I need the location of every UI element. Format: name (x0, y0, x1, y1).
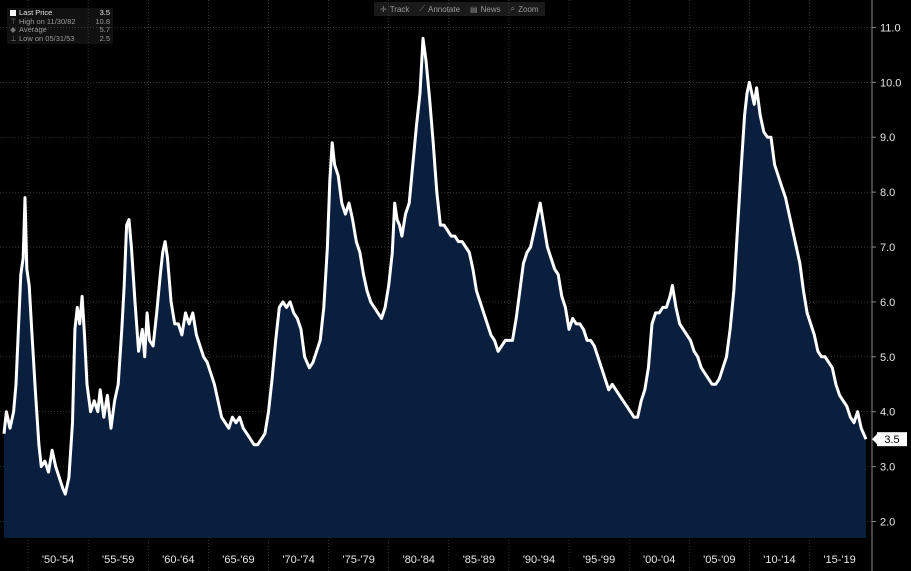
x-tick-label-6: '80-'84 (403, 554, 435, 566)
y-tick-label-2: 4.0 (880, 407, 895, 419)
legend-last-price[interactable]: Last Price 3.5 (10, 8, 110, 18)
x-tick-label-10: '00-'04 (643, 554, 675, 566)
track-button[interactable]: ✛ Track (380, 5, 409, 14)
news-label: News (480, 4, 501, 14)
series-swatch-icon (10, 10, 16, 17)
y-tick-label-6: 8.0 (880, 187, 895, 199)
x-axis: '50-'54 '55-'59 '60-'64 '65-'69 '70-'74 '75-'… (42, 554, 856, 566)
average-marker-icon: ◆ (10, 25, 16, 35)
x-tick-label-1: '55-'59 (102, 554, 134, 566)
x-tick-label-12: '10-'14 (763, 554, 795, 566)
y-tick-label-5: 7.0 (880, 242, 895, 254)
x-tick-label-3: '65-'69 (222, 554, 254, 566)
chart-legend: Last Price 3.5 ⊤ High on 11/30/82 10.8 ◆ A… (7, 8, 113, 45)
legend-avg-value: 5.7 (99, 25, 110, 35)
legend-high-label: High on 11/30/82 (19, 16, 76, 26)
news-button[interactable]: ▤ News (470, 5, 501, 14)
x-tick-label-2: '60-'64 (162, 554, 194, 566)
y-tick-label-0: 2.0 (880, 517, 895, 529)
zoom-icon: ⌕ (510, 4, 516, 13)
x-tick-label-0: '50-'54 (42, 554, 74, 566)
last-price-pointer (872, 434, 877, 445)
chart-toolbar: ✛ Track ⟋ Annotate ▤ News ⌕ Zoom (374, 2, 545, 16)
legend-avg-label: Average (19, 25, 47, 35)
legend-low-label: Low on 05/31/53 (19, 33, 75, 43)
low-marker-icon: ⊥ (10, 33, 17, 43)
x-tick-label-4: '70-'74 (282, 554, 314, 566)
track-label: Track (389, 4, 410, 14)
x-tick-label-9: '95-'99 (583, 554, 615, 566)
last-price-marker: 3.5 (872, 432, 907, 447)
legend-last-value: 3.5 (99, 8, 110, 17)
y-tick-label-7: 9.0 (880, 132, 895, 144)
y-tick-label-4: 6.0 (880, 297, 895, 309)
y-tick-label-1: 3.0 (880, 462, 895, 474)
last-price-label: 3.5 (884, 434, 899, 446)
series-line (2, 36, 868, 496)
legend-last-label: Last Price (19, 8, 53, 17)
crosshair-icon: ✛ (380, 4, 387, 14)
annotate-label: Annotate (428, 4, 461, 14)
pencil-icon: ⟋ (419, 4, 426, 13)
y-tick-label-9: 11.0 (880, 22, 901, 34)
y-axis: 2.0 3.0 4.0 5.0 6.0 7.0 8.0 9.0 10.0 11.0 (872, 22, 901, 529)
legend-high: ⊤ High on 11/30/82 10.8 (10, 16, 110, 27)
y-tick-label-3: 5.0 (880, 352, 895, 364)
annotate-button[interactable]: ⟋ Annotate (419, 4, 460, 14)
x-tick-label-13: '15-'19 (823, 554, 855, 566)
news-icon: ▤ (470, 4, 478, 14)
zoom-label: Zoom (518, 4, 539, 14)
x-tick-label-5: '75-'79 (342, 554, 374, 566)
legend-average: ◆ Average 5.7 (10, 26, 110, 35)
last-price-box (877, 432, 907, 447)
legend-low-value: 2.5 (99, 33, 110, 43)
high-marker-icon: ⊤ (10, 16, 17, 26)
legend-low: ⊥ Low on 05/31/53 2.5 (10, 33, 110, 44)
legend-high-value: 10.8 (95, 16, 110, 26)
zoom-button[interactable]: ⌕ Zoom (511, 4, 539, 14)
x-tick-label-7: '85-'89 (463, 554, 495, 566)
y-tick-label-8: 10.0 (880, 77, 901, 89)
x-tick-label-11: '05-'09 (703, 554, 735, 566)
x-tick-label-8: '90-'94 (523, 554, 555, 566)
